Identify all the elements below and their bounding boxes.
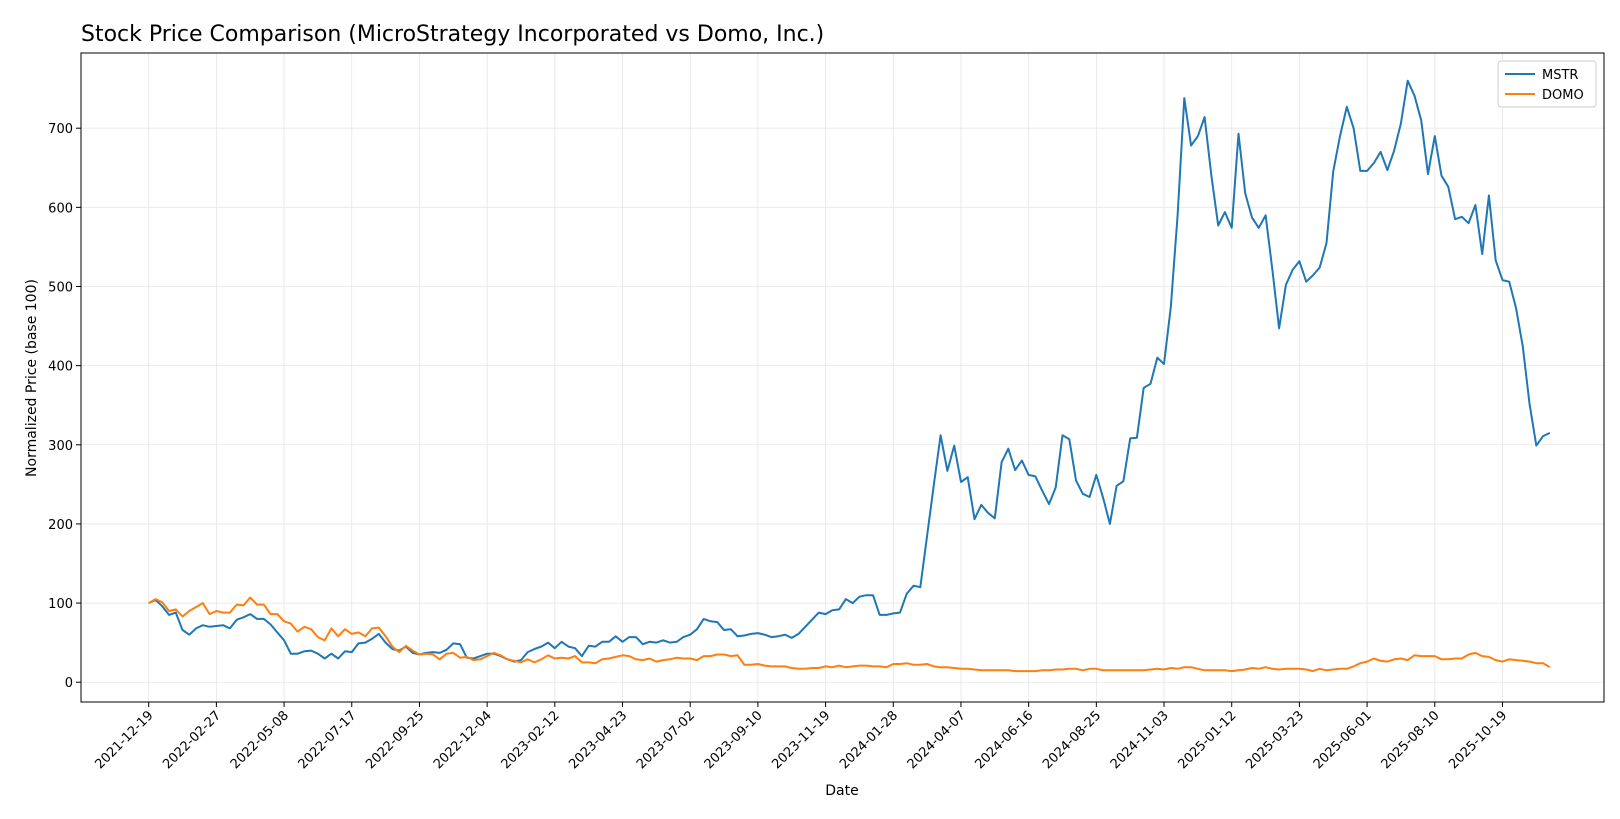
legend: MSTR DOMO [1497, 60, 1597, 108]
y-tick-label: 700 [48, 122, 73, 137]
series-lines [148, 79, 1551, 673]
y-tick-label: 300 [48, 439, 73, 454]
plot-area-frame [80, 52, 1605, 703]
y-tick-label: 400 [48, 360, 73, 375]
series-line-mstr [148, 79, 1551, 663]
series-line-domo [148, 596, 1551, 673]
x-axis-label: Date [825, 783, 858, 799]
grid [81, 53, 1604, 702]
y-tick-label: 200 [48, 518, 73, 533]
legend-label-mstr: MSTR [1542, 68, 1578, 83]
y-axis: 0 100 200 300 400 500 600 700 [48, 122, 81, 691]
legend-frame [1497, 60, 1597, 108]
y-tick-label: 600 [48, 201, 73, 216]
y-tick-label: 0 [65, 676, 73, 691]
y-axis-label: Normalized Price (base 100) [24, 279, 40, 477]
legend-label-domo: DOMO [1542, 88, 1584, 103]
y-tick-label: 500 [48, 280, 73, 295]
chart-title: Stock Price Comparison (MicroStrategy In… [81, 22, 824, 47]
y-tick-label: 100 [48, 597, 73, 612]
